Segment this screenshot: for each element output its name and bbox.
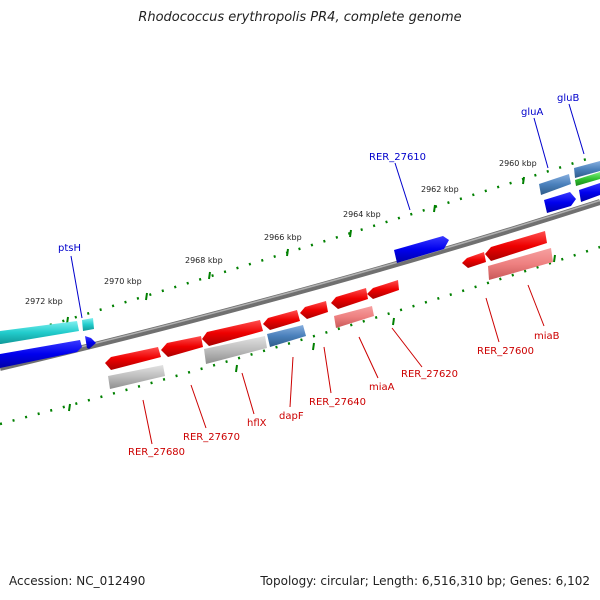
gene-label-ptsH[interactable]: ptsH [58,243,81,254]
gene-label-miaB[interactable]: miaB [534,331,560,342]
kbp-label: 2968 kbp [185,256,223,265]
gene-arrow-rer27680[interactable] [105,347,161,370]
gene-label-dapF[interactable]: dapF [279,411,304,422]
gene-arrow-cyan-small[interactable] [82,318,94,331]
gene-label-gluB[interactable]: gluB [557,93,579,104]
gene-arrow-rer27670[interactable] [161,336,203,357]
gene-arrow-blue[interactable] [0,340,82,368]
kbp-label: 2966 kbp [264,233,302,242]
gene-arrow-miaB[interactable] [485,231,547,261]
gene-arrow-gluB[interactable] [574,161,600,178]
gene-arrow-green[interactable] [575,172,600,186]
kbp-label: 2972 kbp [25,297,63,306]
gene-arrow-rer27640[interactable] [300,301,328,319]
gene-label-miaA[interactable]: miaA [369,382,395,393]
gene-arrow-blue-3[interactable] [579,183,600,202]
kbp-label: 2960 kbp [499,159,537,168]
gene-label-rer27670[interactable]: RER_27670 [183,432,240,443]
kbp-label: 2962 kbp [421,185,459,194]
gene-arrow-blue-small[interactable] [85,336,96,349]
gene-arrow-miaB-pink[interactable] [488,248,553,280]
gene-arrow-dapF-steel[interactable] [267,325,306,347]
gene-arrow-dapF[interactable] [263,310,300,330]
gene-label-rer27680[interactable]: RER_27680 [128,447,185,458]
gene-label-gluA[interactable]: gluA [521,107,543,118]
gene-label-hflX[interactable]: hflX [247,418,267,429]
gene-arrow-miaA[interactable] [331,288,368,309]
gene-label-rer27610[interactable]: RER_27610 [369,152,426,163]
kbp-label: 2970 kbp [104,277,142,286]
gene-arrow-hflX-grey[interactable] [204,336,267,364]
gene-arrow-rer27600[interactable] [462,252,486,268]
gene-arrow-gluA[interactable] [539,174,571,195]
gene-arrow-cyan[interactable] [0,321,79,344]
gene-arrow-rer27610[interactable] [394,236,449,263]
gene-arrow-rer27680-grey[interactable] [108,365,165,389]
gene-label-rer27620[interactable]: RER_27620 [401,369,458,380]
gene-label-rer27600[interactable]: RER_27600 [477,346,534,357]
accession-text: Accession: NC_012490 [9,574,146,588]
map-title: Rhodococcus erythropolis PR4, complete g… [138,10,462,25]
gene-arrow-miaA-pink[interactable] [334,306,374,328]
kbp-label: 2964 kbp [343,210,381,219]
gene-label-rer27640[interactable]: RER_27640 [309,397,366,408]
gene-arrow-blue-2[interactable] [544,192,576,213]
gene-arrow-hflX[interactable] [202,320,263,346]
topology-text: Topology: circular; Length: 6,516,310 bp… [260,574,590,588]
gene-arrow-rer27620[interactable] [367,280,399,299]
